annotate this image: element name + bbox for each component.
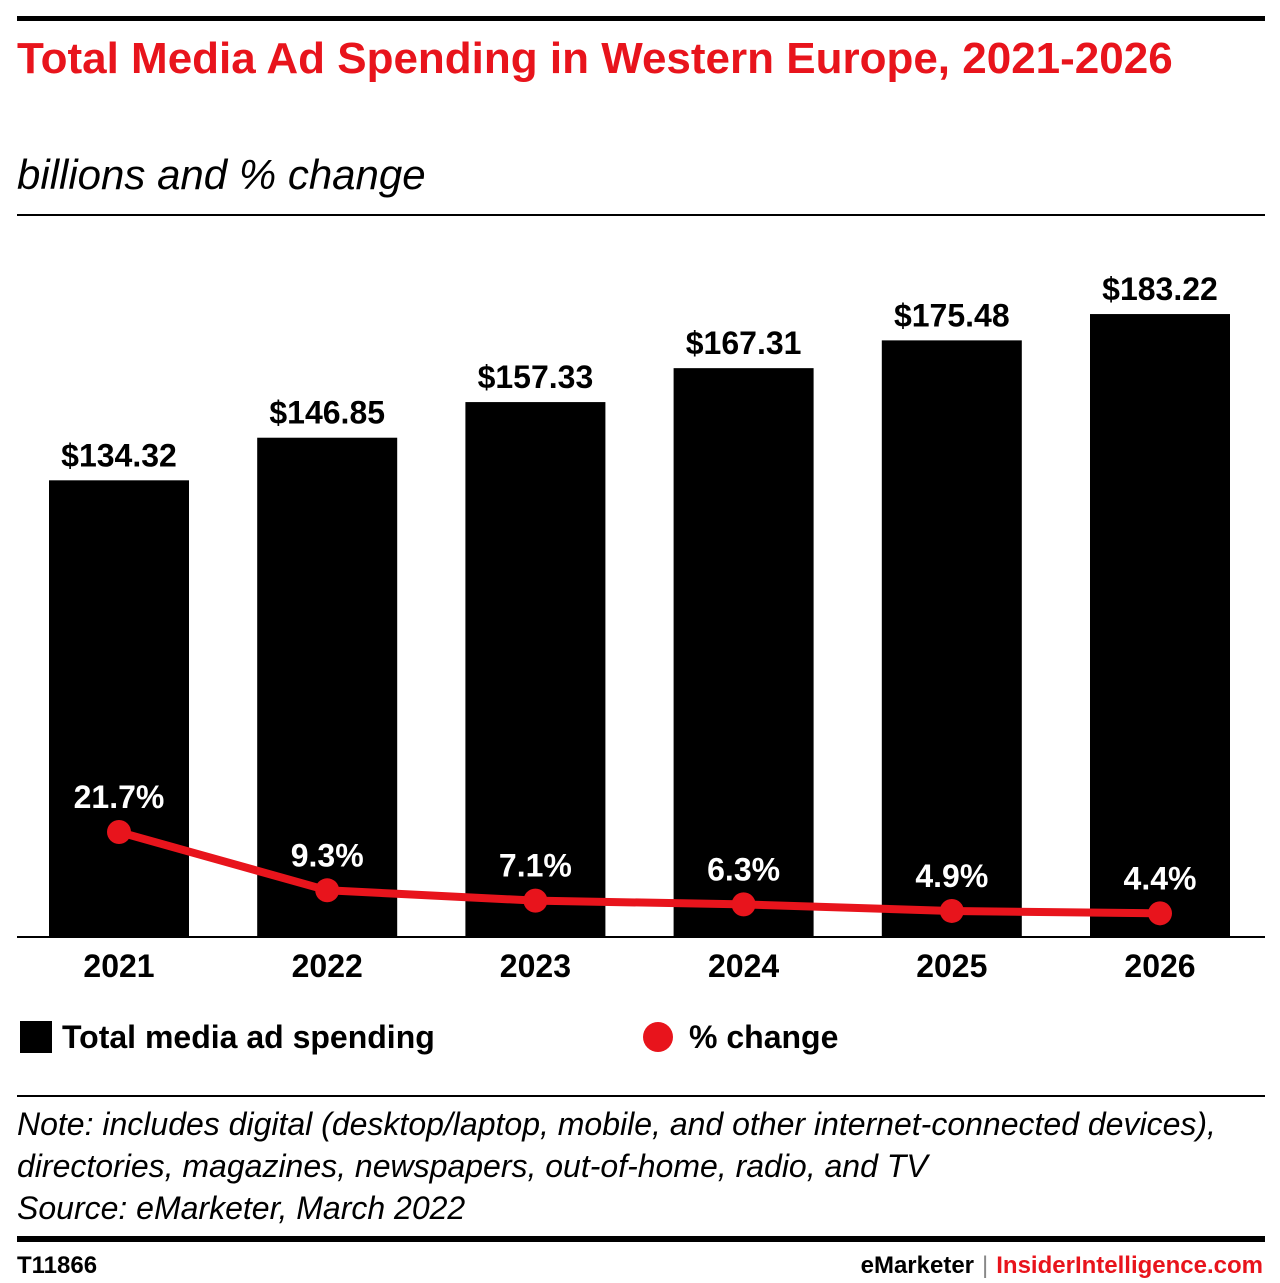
x-tick-label-2021: 2021	[83, 948, 154, 984]
bar-2021	[49, 480, 189, 937]
bar-value-label-2024: $167.31	[686, 325, 802, 361]
x-tick-label-2026: 2026	[1124, 948, 1195, 984]
legend-line-label: % change	[689, 1019, 839, 1055]
legend-item-line: % change	[643, 1015, 838, 1059]
bar-value-label-2022: $146.85	[269, 395, 385, 431]
x-tick-label-2024: 2024	[708, 948, 779, 984]
percent-point-2022	[315, 878, 340, 903]
percent-label-2022: 9.3%	[291, 837, 364, 873]
brand-insider-intelligence: InsiderIntelligence.com	[996, 1252, 1263, 1279]
percent-point-2024	[731, 892, 756, 917]
top-rule	[17, 16, 1265, 21]
line-layer	[107, 820, 1172, 926]
percent-label-2026: 4.4%	[1124, 860, 1197, 896]
bar-line-chart: $134.32 2021 $146.85 2022 $157.33 2023 $167.31…	[17, 271, 1265, 984]
percent-change-line	[117, 828, 1161, 918]
percent-point-2023	[523, 888, 548, 913]
x-tick-label-2023: 2023	[500, 948, 571, 984]
subtitle-rule	[17, 214, 1265, 216]
x-tick-label-2025: 2025	[916, 948, 987, 984]
bar-2022	[257, 437, 398, 937]
percent-label-2023: 7.1%	[499, 848, 572, 884]
x-tick-label-2022: 2022	[292, 948, 363, 984]
note-text: Note: includes digital (desktop/laptop, …	[17, 1106, 1216, 1184]
bar-value-label-2023: $157.33	[478, 359, 594, 395]
brand-footer: eMarketer | InsiderIntelligence.com	[861, 1251, 1263, 1281]
bars-layer	[17, 314, 1265, 938]
chart-subtitle: billions and % change	[17, 151, 426, 198]
brand-emarketer: eMarketer	[860, 1252, 975, 1279]
legend-bar-label: Total media ad spending	[62, 1019, 435, 1055]
percent-label-2025: 4.9%	[915, 858, 988, 894]
bar-2024	[673, 368, 814, 937]
legend-bar-swatch	[20, 1021, 52, 1053]
bar-value-label-2021: $134.32	[61, 437, 177, 473]
note-block: Note: includes digital (desktop/laptop, …	[17, 1103, 1257, 1229]
percent-label-2024: 6.3%	[707, 851, 780, 887]
labels-layer: $134.32 2021 $146.85 2022 $157.33 2023 $167.31…	[61, 271, 1218, 984]
bar-2025	[881, 340, 1022, 937]
bar-2026	[1090, 314, 1230, 937]
footer-rule	[17, 1236, 1265, 1242]
bar-2023	[465, 402, 606, 937]
legend-line-swatch	[643, 1022, 673, 1052]
percent-point-2021	[107, 820, 131, 845]
bar-value-label-2026: $183.22	[1102, 271, 1218, 307]
legend-item-bar: Total media ad spending	[20, 1015, 435, 1059]
brand-separator: |	[982, 1252, 989, 1279]
percent-label-2021: 21.7%	[74, 779, 165, 815]
note-rule	[17, 1095, 1265, 1097]
percent-point-2026	[1148, 901, 1172, 926]
chart-title: Total Media Ad Spending in Western Europ…	[17, 34, 1173, 83]
bar-value-label-2025: $175.48	[894, 297, 1010, 333]
chart-id: T11866	[17, 1252, 98, 1279]
source-text: Source: eMarketer, March 2022	[17, 1190, 466, 1226]
percent-point-2025	[939, 898, 964, 923]
